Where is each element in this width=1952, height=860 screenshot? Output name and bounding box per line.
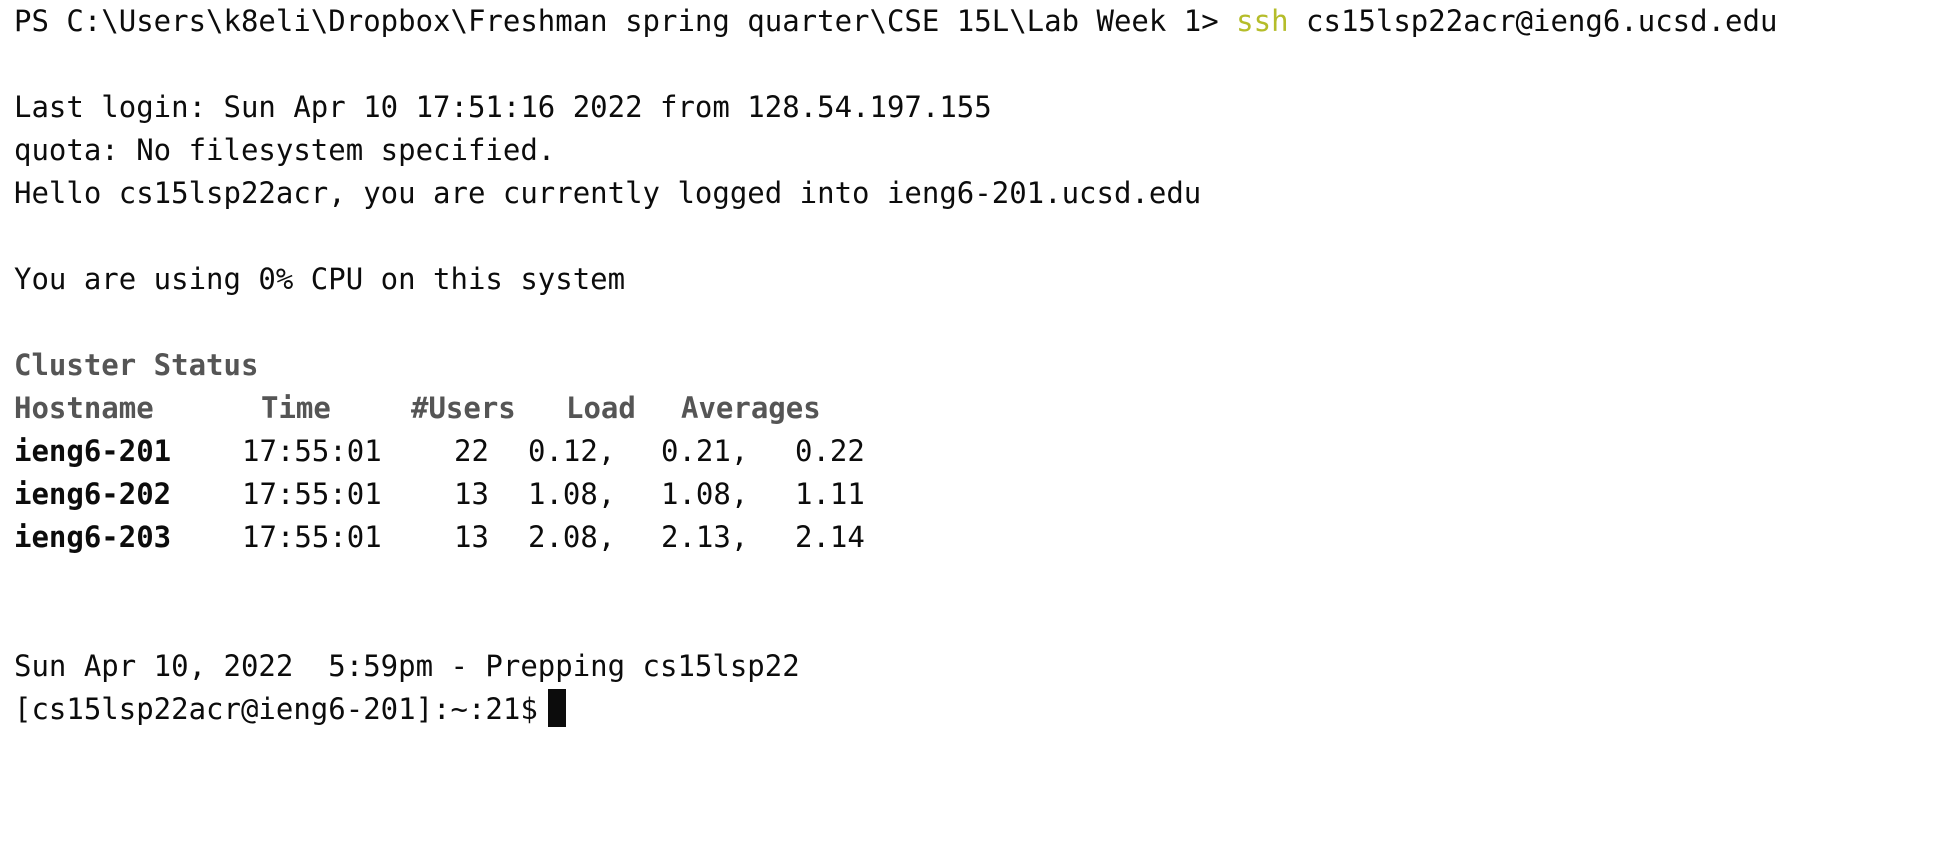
last-login-line: Last login: Sun Apr 10 17:51:16 2022 fro… (14, 90, 992, 124)
row-users: 13 (454, 520, 489, 554)
shell-prompt-line[interactable]: [cs15lsp22acr@ieng6-201]:~:21$ (14, 688, 1952, 731)
cluster-table-header: Hostname Time #Users Load Averages (14, 387, 1952, 430)
shell-prompt: [cs15lsp22acr@ieng6-201]:~:21$ (14, 692, 538, 726)
row-load-5: 1.08, (661, 477, 749, 511)
row-load-15: 1.11 (795, 477, 865, 511)
row-time: 17:55:01 (242, 477, 382, 511)
row-load-15: 0.22 (795, 434, 865, 468)
header-load: Load (566, 391, 636, 425)
row-time: 17:55:01 (242, 520, 382, 554)
hello-line: Hello cs15lsp22acr, you are currently lo… (14, 176, 1202, 210)
row-load-5: 2.13, (661, 520, 749, 554)
cpu-usage-line: You are using 0% CPU on this system (14, 262, 626, 296)
blank-line (14, 301, 1952, 344)
header-users: #Users (411, 391, 516, 425)
row-users: 22 (454, 434, 489, 468)
row-hostname: ieng6-201 (14, 434, 172, 468)
header-averages: Averages (681, 391, 821, 425)
row-hostname: ieng6-202 (14, 477, 172, 511)
row-load-1: 0.12, (528, 434, 616, 468)
row-load-5: 0.21, (661, 434, 749, 468)
row-load-1: 2.08, (528, 520, 616, 554)
header-time: Time (261, 391, 331, 425)
row-time: 17:55:01 (242, 434, 382, 468)
ssh-command: ssh (1236, 4, 1289, 38)
text-cursor[interactable] (547, 689, 566, 727)
row-load-15: 2.14 (795, 520, 865, 554)
row-hostname: ieng6-203 (14, 520, 172, 554)
row-load-1: 1.08, (528, 477, 616, 511)
blank-line (14, 602, 1952, 645)
ssh-target: cs15lsp22acr@ieng6.ucsd.edu (1288, 4, 1778, 38)
cluster-table-row: ieng6-201 17:55:01 22 0.12, 0.21, 0.22 (14, 430, 1952, 473)
powershell-prompt: PS C:\Users\k8eli\Dropbox\Freshman sprin… (14, 4, 1237, 38)
header-hostname: Hostname (14, 391, 154, 425)
terminal-window[interactable]: PS C:\Users\k8eli\Dropbox\Freshman sprin… (0, 0, 1952, 734)
prepping-line: Sun Apr 10, 2022 5:59pm - Prepping cs15l… (14, 649, 800, 683)
powershell-command-line: PS C:\Users\k8eli\Dropbox\Freshman sprin… (14, 0, 1952, 43)
cluster-table-row: ieng6-203 17:55:01 13 2.08, 2.13, 2.14 (14, 516, 1952, 559)
cluster-table-row: ieng6-202 17:55:01 13 1.08, 1.08, 1.11 (14, 473, 1952, 516)
blank-line (14, 559, 1952, 602)
cluster-status-title: Cluster Status (14, 348, 259, 382)
row-users: 13 (454, 477, 489, 511)
quota-line: quota: No filesystem specified. (14, 133, 556, 167)
blank-line (14, 215, 1952, 258)
blank-line (14, 43, 1952, 86)
